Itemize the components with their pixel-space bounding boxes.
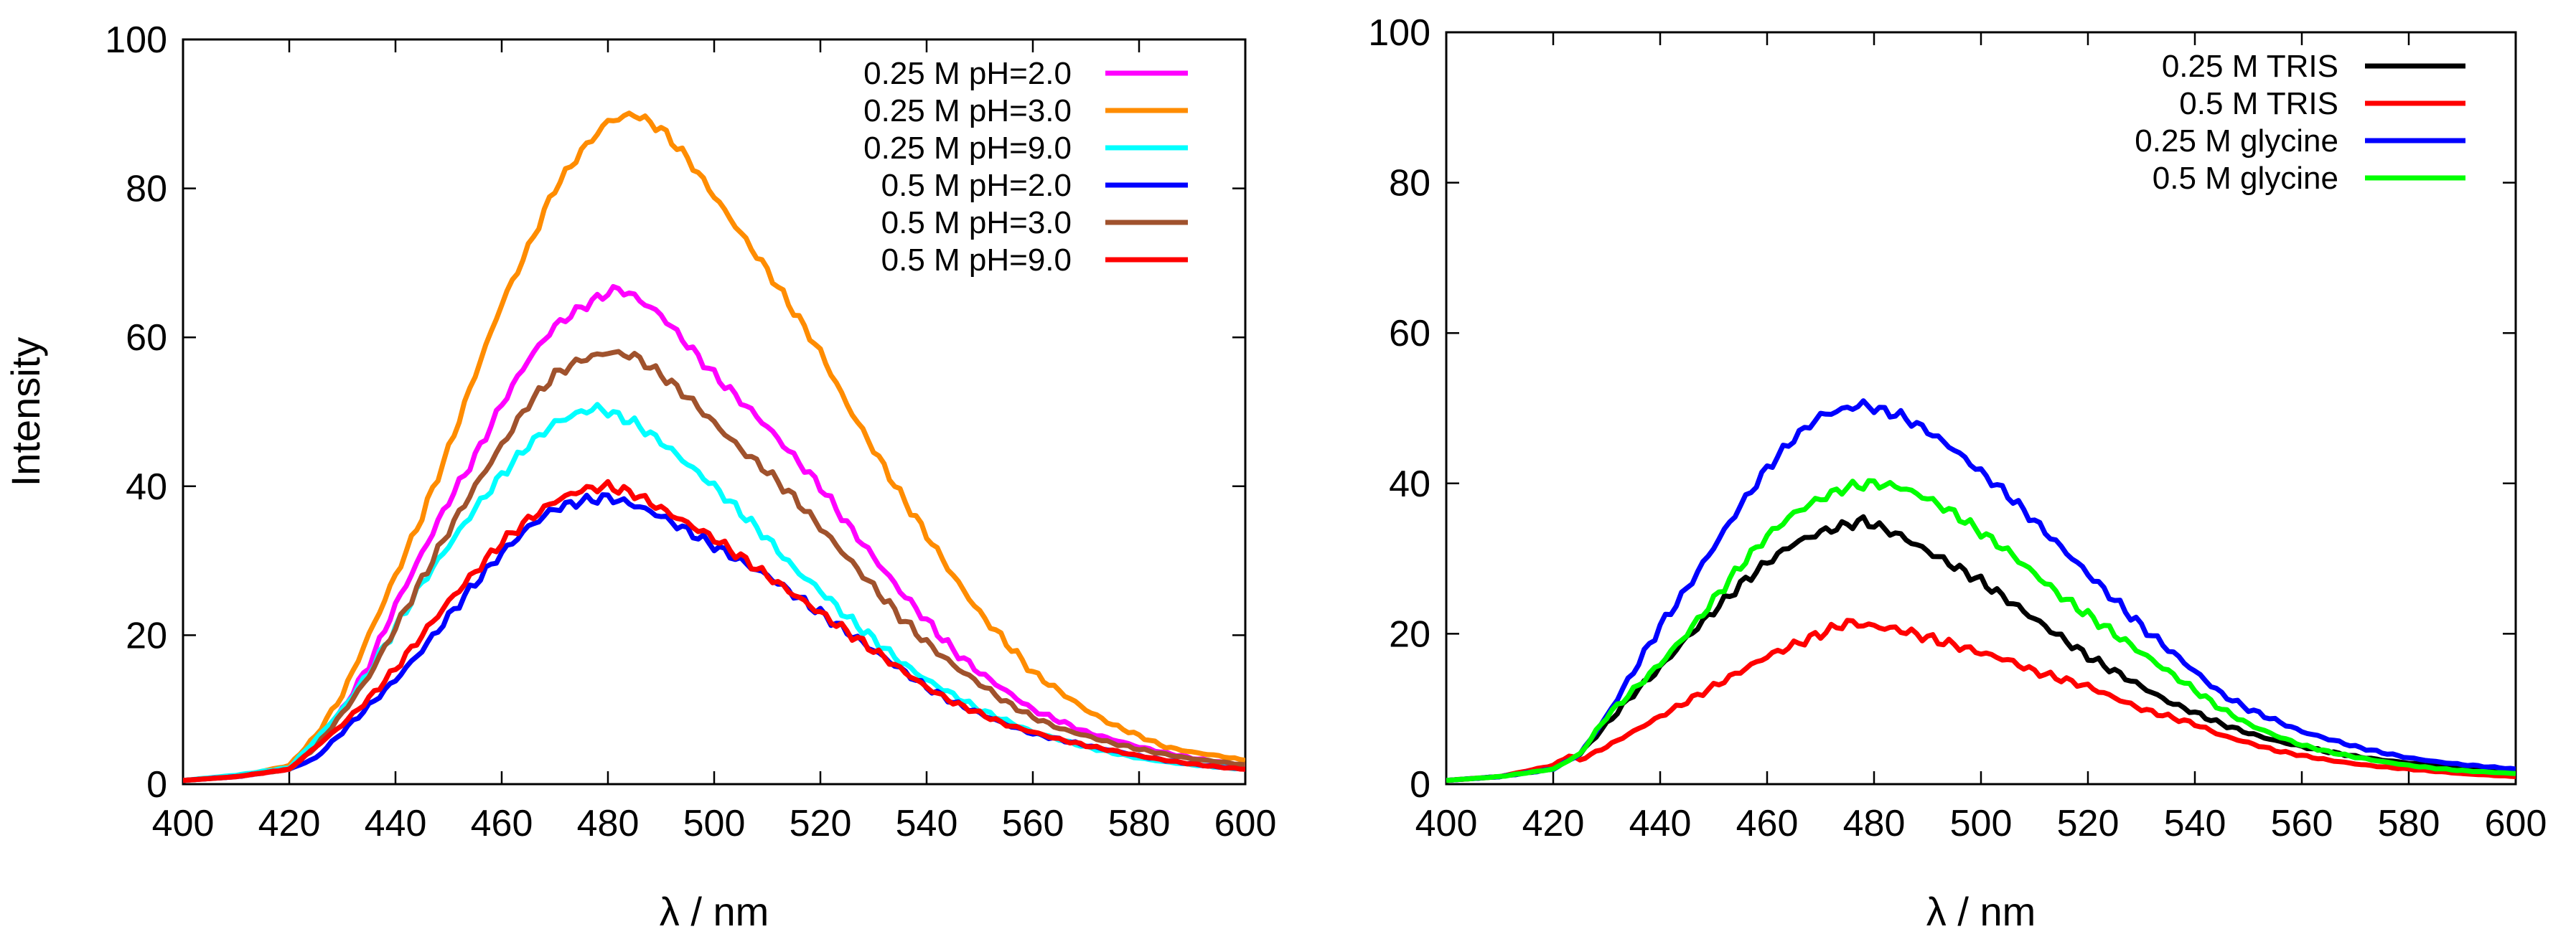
- legend-label: 0.25 M pH=3.0: [863, 93, 1072, 128]
- x-tick-label: 440: [365, 803, 427, 844]
- x-tick-label: 540: [2164, 803, 2226, 844]
- x-tick-label: 520: [790, 803, 852, 844]
- x-tick-label: 460: [1736, 803, 1799, 844]
- y-tick-label: 100: [105, 19, 167, 61]
- y-tick-label: 80: [1389, 163, 1430, 204]
- x-tick-label: 440: [1629, 803, 1692, 844]
- series-line-1: [183, 283, 1245, 783]
- x-tick-label: 500: [1950, 803, 2013, 844]
- x-tick-label: 460: [471, 803, 533, 844]
- x-axis-label: λ / nm: [660, 889, 769, 934]
- legend-label: 0.5 M pH=3.0: [881, 205, 1072, 240]
- series-line-6: [183, 479, 1245, 783]
- x-tick-label: 540: [896, 803, 958, 844]
- x-tick-label: 580: [1108, 803, 1171, 844]
- x-tick-label: 420: [258, 803, 321, 844]
- x-tick-label: 480: [577, 803, 640, 844]
- x-tick-label: 400: [1415, 803, 1478, 844]
- legend-label: 0.5 M pH=9.0: [881, 242, 1072, 278]
- chart-panel-1: 400 420 440 460 480 500 520 540 560 580 600 0 20 40 60…: [3, 19, 1276, 934]
- y-axis-label: Intensity: [3, 337, 48, 487]
- legend-label: 0.25 M glycine: [2135, 123, 2338, 159]
- legend-label: 0.5 M glycine: [2153, 161, 2338, 196]
- legend-label: 0.5 M TRIS: [2179, 86, 2338, 121]
- x-axis-label: λ / nm: [1926, 889, 2036, 934]
- x-tick-label: 420: [1522, 803, 1585, 844]
- series-line-2: [1446, 618, 2516, 783]
- y-tick-label: 60: [126, 317, 167, 359]
- y-tick-label: 0: [1410, 764, 1430, 806]
- y-tick-label: 40: [1389, 463, 1430, 505]
- legend-label: 0.25 M pH=2.0: [863, 56, 1072, 91]
- series-line-5: [183, 349, 1245, 783]
- y-tick-label: 40: [126, 466, 167, 508]
- x-tick-label: 600: [2485, 803, 2547, 844]
- y-tick-label: 60: [1389, 313, 1430, 354]
- series-line-4: [1446, 478, 2516, 783]
- plot-frame: [182, 38, 1247, 786]
- y-tick-label: 0: [146, 764, 167, 806]
- y-tick-label: 20: [1389, 613, 1430, 655]
- x-tick-label: 580: [2378, 803, 2440, 844]
- y-tick-label: 20: [126, 615, 167, 656]
- legend-label: 0.5 M pH=2.0: [881, 168, 1072, 203]
- x-tick-label: 560: [1002, 803, 1064, 844]
- x-tick-label: 520: [2057, 803, 2120, 844]
- y-tick-label: 100: [1368, 12, 1430, 54]
- x-tick-label: 560: [2271, 803, 2333, 844]
- series-line-1: [1446, 514, 2516, 783]
- legend-label: 0.25 M TRIS: [2162, 49, 2338, 84]
- x-tick-label: 400: [152, 803, 215, 844]
- x-tick-label: 480: [1843, 803, 1906, 844]
- series-line-3: [1446, 398, 2516, 783]
- plot-frame: [1445, 31, 2517, 786]
- y-tick-label: 80: [126, 169, 167, 210]
- x-tick-label: 500: [683, 803, 746, 844]
- series-line-2: [183, 110, 1245, 783]
- legend-label: 0.25 M pH=9.0: [863, 131, 1072, 166]
- x-tick-label: 600: [1214, 803, 1277, 844]
- chart-panel-2: 400 420 440 460 480 500 520 540 560 580 600 0 20 40 60…: [1368, 12, 2547, 934]
